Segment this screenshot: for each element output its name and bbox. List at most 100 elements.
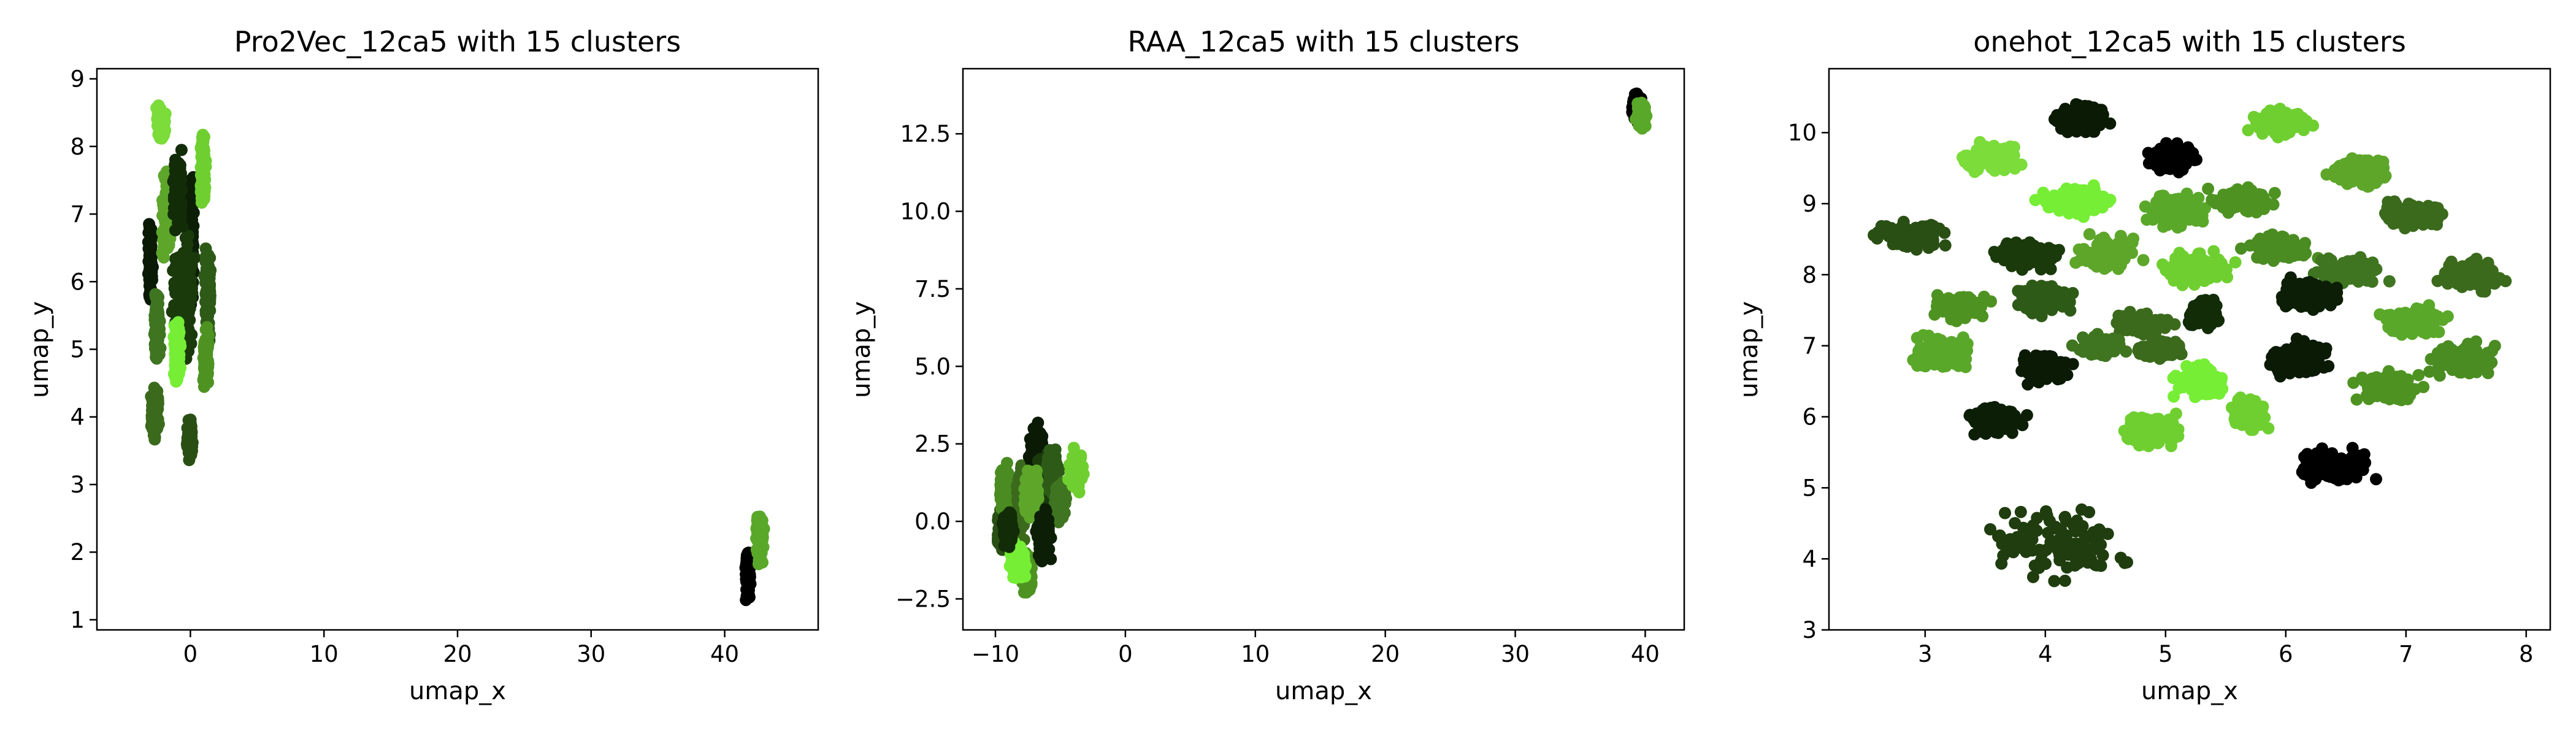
scatter-point: [2094, 234, 2107, 246]
x-tick-label: 10: [1241, 641, 1270, 667]
scatter-point: [180, 244, 193, 257]
scatter-point: [1871, 232, 1884, 245]
x-axis-label: umap_x: [409, 677, 506, 705]
scatter-point: [2003, 143, 2015, 156]
scatter-point: [1014, 547, 1027, 560]
scatter-point: [2287, 242, 2299, 255]
scatter-point: [1939, 239, 1952, 252]
scatter-point: [2202, 182, 2215, 195]
scatter-point: [2090, 256, 2103, 269]
y-tick-label: 5.0: [914, 353, 951, 380]
scatter-point: [149, 342, 162, 355]
scatter-point: [144, 255, 157, 268]
x-tick-label: 0: [183, 641, 198, 667]
scatter-point: [167, 264, 180, 277]
scatter-point: [170, 161, 183, 174]
scatter-point: [1923, 229, 1935, 242]
scatter-point: [2242, 201, 2255, 213]
scatter-point: [2400, 201, 2413, 214]
scatter-point: [172, 186, 185, 199]
scatter-point: [2074, 105, 2087, 118]
scatter-point: [2101, 194, 2114, 207]
x-tick-label: 10: [310, 641, 339, 667]
y-tick-label: 5: [70, 337, 85, 363]
scatter-point: [182, 280, 194, 293]
cluster-14: [750, 510, 770, 570]
scatter-point: [144, 224, 156, 237]
scatter-point: [182, 427, 195, 440]
scatter-point: [2156, 258, 2169, 271]
scatter-point: [1018, 562, 1031, 575]
scatter-point: [195, 163, 208, 176]
scatter-point: [144, 243, 157, 256]
scatter-point: [2062, 106, 2075, 119]
chart-title: Pro2Vec_12ca5 with 15 clusters: [234, 25, 681, 58]
y-tick-label: 12.5: [900, 121, 951, 147]
scatter-point: [2112, 237, 2125, 250]
scatter-point: [2015, 240, 2028, 253]
scatter-point: [2093, 104, 2106, 117]
scatter-point: [2083, 228, 2096, 240]
scatter-point: [2069, 256, 2082, 269]
cluster-3: [166, 229, 201, 365]
scatter-point: [750, 543, 763, 556]
scatter-point: [171, 331, 184, 343]
x-tick-label: 30: [577, 641, 605, 667]
scatter-point: [1053, 464, 1066, 477]
scatter-point: [172, 345, 185, 358]
y-tick-label: 2.5: [914, 431, 951, 458]
scatter-point: [2174, 220, 2187, 232]
x-axis-label: umap_x: [1275, 677, 1372, 705]
y-axis-label: umap_y: [26, 301, 54, 398]
scatter-point: [1912, 228, 1925, 241]
scatter-point: [995, 466, 1008, 478]
y-tick-label: 10.0: [900, 199, 951, 225]
scatter-point: [2042, 249, 2055, 262]
cluster-5: [148, 288, 167, 365]
x-tick-label: 20: [1371, 641, 1400, 667]
scatter-point: [1022, 470, 1035, 483]
scatter-point: [2242, 124, 2255, 137]
scatter-point: [151, 413, 164, 426]
scatter-point: [202, 299, 215, 312]
y-tick-label: 3: [70, 472, 85, 498]
x-tick-label: 40: [1631, 641, 1660, 667]
chart-panel-pro2vec: Pro2Vec_12ca5 with 15 clusters 0 10 20 30 40…: [26, 25, 819, 705]
scatter-point: [2141, 213, 2153, 226]
scatter-point: [2334, 173, 2347, 186]
scatter-point: [2185, 260, 2198, 273]
scatter-point: [1067, 442, 1080, 454]
scatter-point: [156, 110, 169, 123]
scatter-point: [2078, 193, 2091, 206]
scatter-point: [1035, 434, 1048, 447]
scatter-point: [753, 513, 765, 526]
cluster-7: [180, 413, 199, 466]
scatter-point: [149, 305, 162, 317]
scatter-point: [1635, 98, 1648, 110]
scatter-point: [151, 293, 164, 306]
scatter-point: [183, 441, 195, 454]
scatter-point: [2406, 215, 2419, 228]
scatter-point: [202, 268, 215, 281]
scatter-point: [1049, 443, 1062, 456]
y-tick-label: 7.5: [914, 276, 951, 302]
scatter-point: [144, 266, 157, 279]
scatter-point: [1005, 507, 1018, 520]
scatter-point: [172, 211, 185, 224]
scatter-point: [2274, 249, 2287, 262]
scatter-point: [741, 548, 754, 561]
scatter-point: [1052, 493, 1065, 505]
scatter-point: [2188, 195, 2201, 207]
scatter-point: [2288, 109, 2301, 121]
x-tick-label: 0: [1118, 641, 1133, 667]
scatter-point: [2195, 213, 2208, 226]
scatter-point: [171, 361, 183, 374]
scatter-point: [2346, 152, 2358, 165]
scatter-point: [2168, 140, 2181, 153]
scatter-point: [1032, 416, 1045, 429]
scatter-point: [2229, 256, 2242, 269]
y-tick-label: 9: [70, 66, 85, 93]
y-tick-label: 0.0: [914, 508, 951, 535]
x-tick-label: 40: [710, 641, 739, 667]
